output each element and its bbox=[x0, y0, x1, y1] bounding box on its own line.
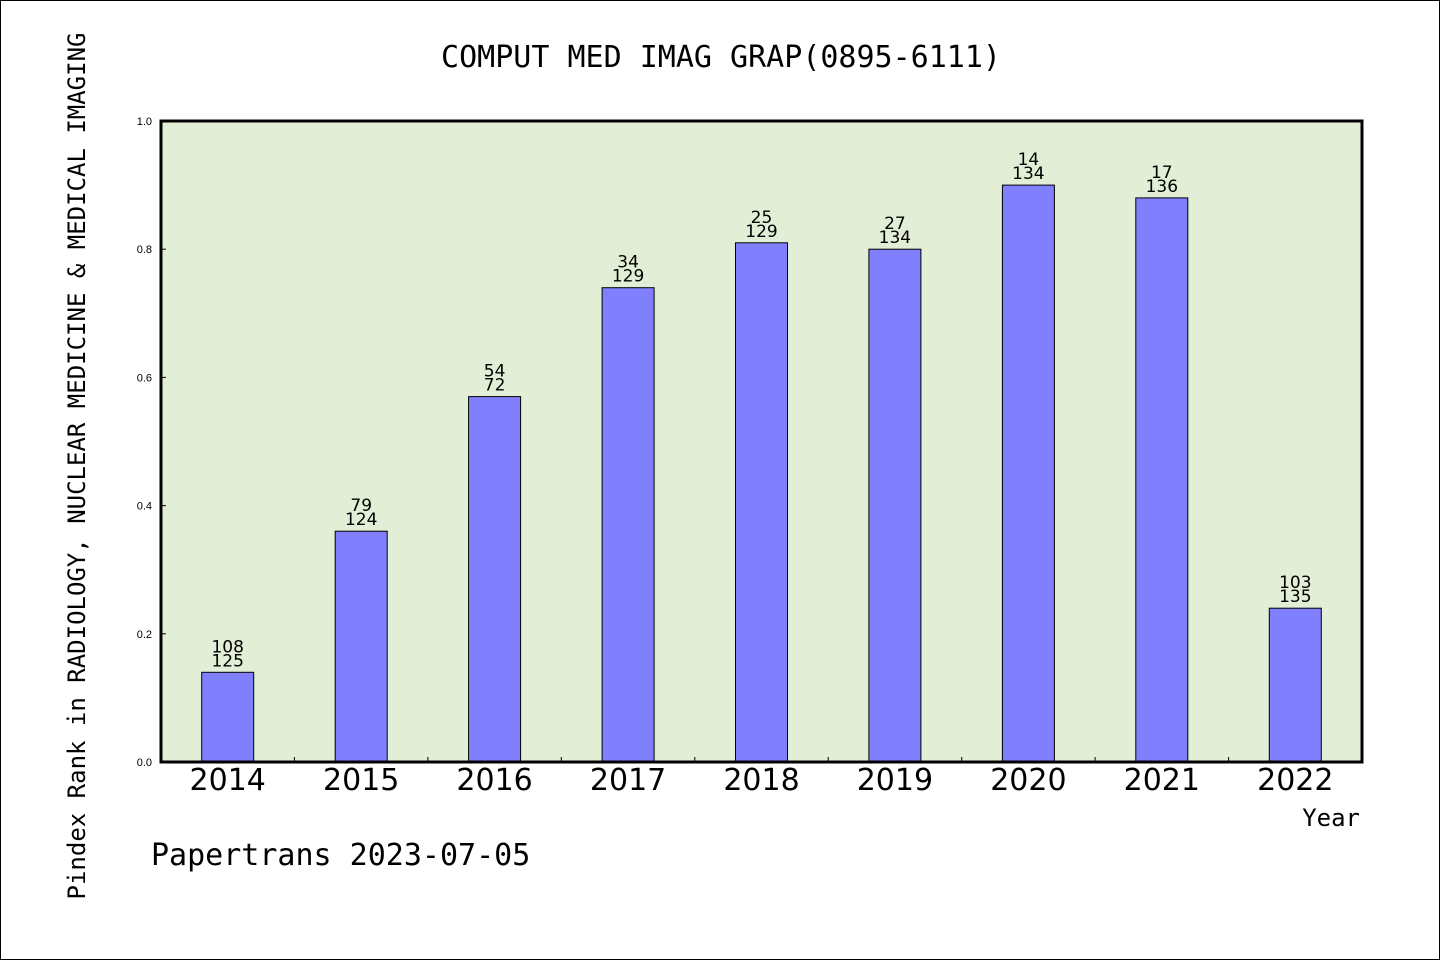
y-tick-label-0.4: 0.4 bbox=[137, 501, 152, 513]
rank-label-2016: 54 bbox=[484, 362, 506, 382]
bar-2015 bbox=[334, 530, 388, 763]
total-label-2014: 125 bbox=[211, 651, 243, 671]
bar-2014 bbox=[201, 671, 255, 763]
bar-2016 bbox=[468, 396, 522, 763]
x-tick-label-2016: 2016 bbox=[456, 763, 532, 798]
x-tick-label-2020: 2020 bbox=[990, 763, 1066, 798]
rank-label-2020: 14 bbox=[1018, 150, 1040, 170]
x-tick-label-2021: 2021 bbox=[1124, 763, 1200, 798]
total-label-2019: 134 bbox=[879, 228, 911, 248]
bar-2020 bbox=[1001, 184, 1055, 763]
x-axis-label: Year bbox=[1302, 804, 1360, 832]
x-tick-label-2022: 2022 bbox=[1257, 763, 1333, 798]
rank-label-2014: 108 bbox=[211, 637, 243, 657]
total-label-2022: 135 bbox=[1279, 587, 1311, 607]
bar-2021 bbox=[1135, 197, 1189, 763]
rank-label-2017: 34 bbox=[617, 253, 639, 273]
y-tick-label-1.0: 1.0 bbox=[137, 116, 152, 128]
footer-source-date: Papertrans 2023-07-05 bbox=[151, 838, 530, 873]
y-tick-label-0.8: 0.8 bbox=[137, 244, 152, 256]
rank-label-2019: 27 bbox=[884, 214, 906, 234]
bars-group bbox=[201, 184, 1322, 763]
x-tick-label-2017: 2017 bbox=[590, 763, 666, 798]
total-label-2021: 136 bbox=[1146, 177, 1178, 197]
rank-label-2015: 79 bbox=[350, 496, 372, 516]
rank-label-2022: 103 bbox=[1279, 573, 1311, 593]
bar-2018 bbox=[735, 242, 788, 763]
total-label-2017: 129 bbox=[612, 267, 644, 287]
plot-border bbox=[159, 119, 1364, 764]
bar-2022 bbox=[1268, 607, 1322, 763]
rank-label-2021: 17 bbox=[1151, 163, 1173, 183]
x-tick-label-2014: 2014 bbox=[190, 763, 266, 798]
x-tick-label-2018: 2018 bbox=[723, 763, 799, 798]
bar-2019 bbox=[868, 248, 922, 763]
y-axis-ticks: 0.0 0.2 0.4 0.6 0.8 1.0 bbox=[137, 116, 166, 769]
y-tick-label-0.6: 0.6 bbox=[137, 372, 152, 384]
y-tick-label-0.0: 0.0 bbox=[137, 757, 152, 769]
x-axis-ticks: 2014 2015 2016 2017 2018 2019 2020 2021 2022 bbox=[190, 757, 1333, 798]
rank-label-2018: 25 bbox=[751, 208, 773, 228]
total-label-2015: 124 bbox=[345, 510, 377, 530]
total-label-2020: 134 bbox=[1012, 164, 1044, 184]
chart-title: COMPUT MED IMAG GRAP(0895-6111) bbox=[441, 40, 1001, 75]
total-label-2016: 72 bbox=[484, 376, 506, 396]
x-tick-label-2019: 2019 bbox=[857, 763, 933, 798]
y-tick-label-0.2: 0.2 bbox=[137, 629, 152, 641]
x-tick-label-2015: 2015 bbox=[323, 763, 399, 798]
y-axis-label: Pindex Rank in RADIOLOGY, NUCLEAR MEDICI… bbox=[63, 33, 91, 900]
total-label-2018: 129 bbox=[745, 222, 777, 242]
bar-2017 bbox=[601, 287, 655, 763]
